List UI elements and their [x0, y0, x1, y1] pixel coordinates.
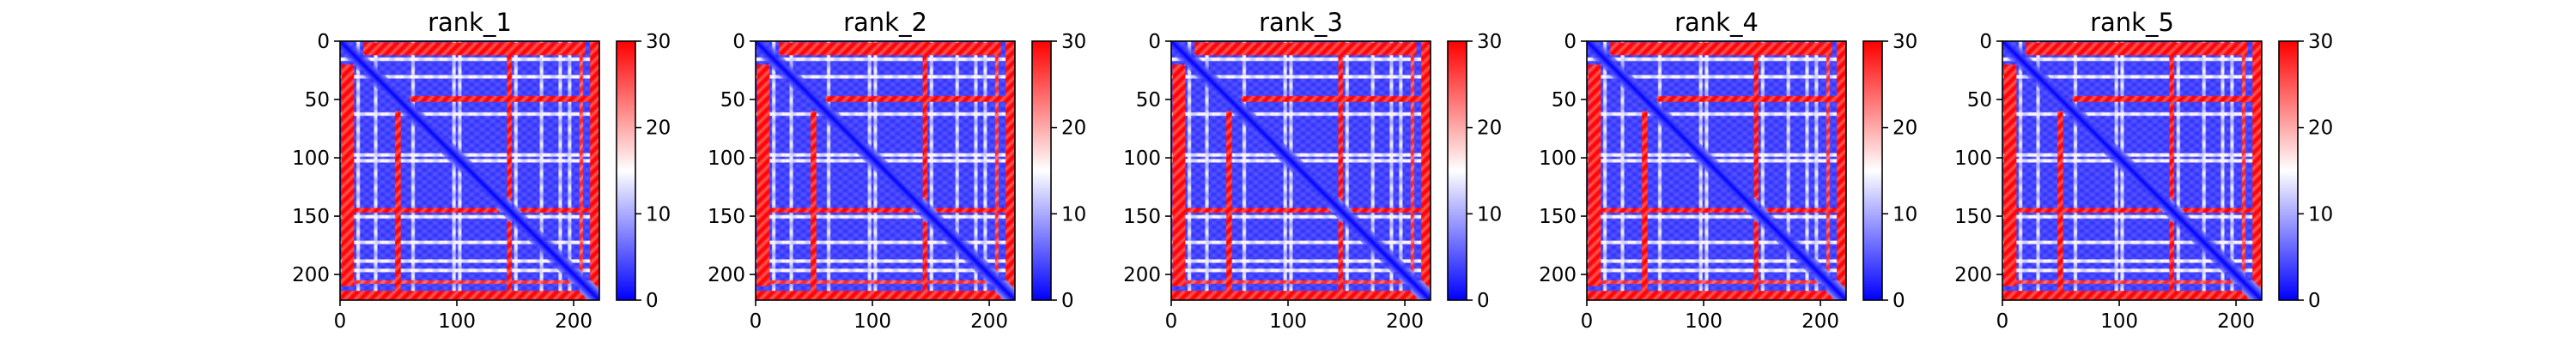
y-tick-label: 50 [1136, 89, 1161, 111]
colorbar-tick-label: 0 [1893, 290, 1905, 312]
colorbar-tick-label: 0 [646, 290, 659, 312]
y-tick-label: 200 [708, 264, 745, 286]
colorbar-tick-label: 20 [2308, 117, 2333, 140]
x-tick-label: 200 [555, 310, 592, 333]
plot-frame [339, 40, 600, 301]
panel-title: rank_5 [2090, 8, 2174, 37]
y-tick-label: 100 [708, 147, 745, 170]
colorbar-tick-label: 30 [1061, 31, 1086, 53]
y-tick-label: 50 [1967, 89, 1992, 111]
y-tick-label: 150 [292, 206, 330, 228]
plot-frame [1586, 40, 1847, 301]
y-tick-label: 150 [708, 206, 745, 228]
y-tick-label: 150 [1539, 206, 1577, 228]
x-tick-label: 100 [1269, 310, 1307, 333]
colorbar-tick-label: 0 [1061, 290, 1074, 312]
x-tick-label: 100 [1685, 310, 1722, 333]
panel-title: rank_3 [1259, 8, 1343, 37]
colorbar-frame [1031, 40, 1052, 301]
x-tick-label: 100 [2100, 310, 2138, 333]
panel-title: rank_4 [1674, 8, 1759, 37]
colorbar-tick-label: 10 [646, 203, 671, 226]
colorbar-tick-label: 10 [1061, 203, 1086, 226]
colorbar-tick-label: 20 [1893, 117, 1917, 140]
plot-frame [755, 40, 1016, 301]
y-tick-label: 0 [732, 31, 745, 53]
colorbar-tick-label: 10 [1893, 203, 1917, 226]
heatmap-image [1171, 41, 1431, 300]
y-tick-label: 0 [317, 31, 330, 53]
colorbar-tick-label: 10 [2308, 203, 2333, 226]
colorbar [1448, 41, 1467, 300]
colorbar-tick-label: 0 [1477, 290, 1490, 312]
x-tick-label: 0 [334, 310, 347, 333]
colorbar-tick-label: 0 [2308, 290, 2321, 312]
x-tick-label: 0 [1165, 310, 1178, 333]
y-tick-label: 150 [1123, 206, 1161, 228]
x-tick-label: 200 [1386, 310, 1424, 333]
panel-title: rank_2 [843, 8, 927, 37]
panel-2: rank_2 0 100 200 0 50 100 150 200 0 10 20 30 [708, 8, 1086, 333]
y-tick-label: 50 [305, 89, 330, 111]
y-tick-label: 0 [1979, 31, 1992, 53]
plot-frame [1170, 40, 1431, 301]
colorbar-tick-label: 10 [1477, 203, 1502, 226]
colorbar-tick-label: 30 [2308, 31, 2333, 53]
colorbar-frame [2278, 40, 2299, 301]
colorbar-tick-label: 20 [1477, 117, 1502, 140]
colorbar-tick-label: 20 [1061, 117, 1086, 140]
panel-3: rank_3 0 100 200 0 50 100 150 200 0 10 20 30 [1123, 8, 1502, 333]
y-tick-label: 0 [1148, 31, 1161, 53]
heatmap-image [756, 41, 1015, 300]
colorbar [1032, 41, 1051, 300]
y-tick-label: 50 [1552, 89, 1577, 111]
colorbar [617, 41, 635, 300]
panel-4: rank_4 0 100 200 0 50 100 150 200 0 10 20 30 [1539, 8, 1917, 333]
y-tick-label: 200 [1954, 264, 1992, 286]
heatmap-image [340, 41, 599, 300]
plot-frame [2002, 40, 2263, 301]
y-tick-label: 200 [1539, 264, 1577, 286]
colorbar-frame [1862, 40, 1883, 301]
panel-5: rank_5 0 100 200 0 50 100 150 200 0 10 20 30 [1954, 8, 2333, 333]
x-tick-label: 0 [1996, 310, 2009, 333]
colorbar-tick-label: 20 [646, 117, 671, 140]
x-tick-label: 200 [970, 310, 1008, 333]
y-tick-label: 100 [1539, 147, 1577, 170]
colorbar [2279, 41, 2298, 300]
y-tick-label: 100 [1954, 147, 1992, 170]
colorbar-frame [616, 40, 636, 301]
heatmap-image [2002, 41, 2262, 300]
y-tick-label: 100 [1123, 147, 1161, 170]
y-tick-label: 200 [292, 264, 330, 286]
x-tick-label: 0 [1581, 310, 1594, 333]
y-tick-label: 150 [1954, 206, 1992, 228]
colorbar-tick-label: 30 [1477, 31, 1502, 53]
x-tick-label: 0 [750, 310, 762, 333]
x-tick-label: 100 [854, 310, 891, 333]
heatmap-image [1587, 41, 1846, 300]
colorbar [1863, 41, 1882, 300]
colorbar-tick-label: 30 [1893, 31, 1917, 53]
x-tick-label: 200 [1801, 310, 1839, 333]
x-tick-label: 200 [2217, 310, 2255, 333]
y-tick-label: 50 [720, 89, 745, 111]
y-tick-label: 100 [292, 147, 330, 170]
colorbar-tick-label: 30 [646, 31, 671, 53]
colorbar-frame [1447, 40, 1467, 301]
y-tick-label: 200 [1123, 264, 1161, 286]
x-tick-label: 100 [438, 310, 476, 333]
panel-1: rank_1 0 100 200 0 50 100 150 200 0 10 20 30 [292, 8, 671, 333]
y-tick-label: 0 [1564, 31, 1577, 53]
panel-title: rank_1 [428, 8, 512, 37]
